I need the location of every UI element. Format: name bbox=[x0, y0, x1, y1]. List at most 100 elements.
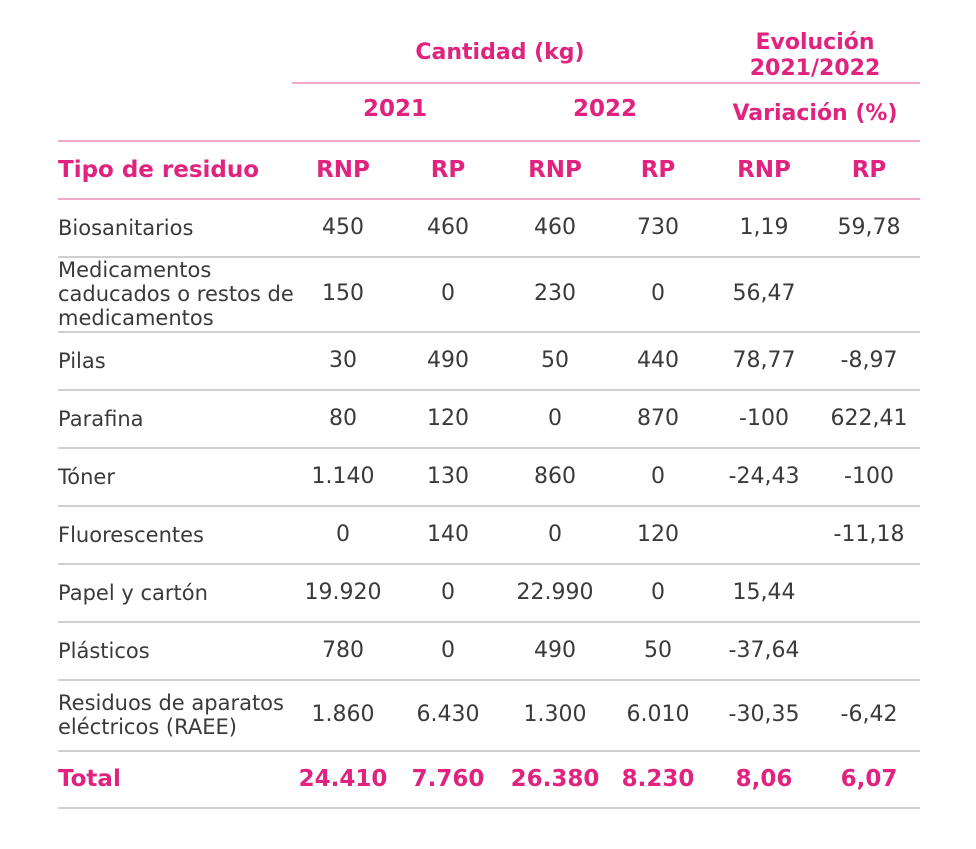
table-cell: 78,77 bbox=[732, 348, 796, 373]
table-row: Plásticos 780 0 490 50 -37,64 bbox=[0, 622, 976, 679]
col-header-rp-2022: RP bbox=[640, 157, 676, 183]
row-divider bbox=[58, 807, 920, 809]
total-cell: 6,07 bbox=[840, 766, 898, 792]
row-label: Papel y cartón bbox=[58, 581, 208, 605]
row-divider bbox=[58, 750, 920, 752]
table-cell: 56,47 bbox=[732, 281, 796, 306]
table-cell: 460 bbox=[427, 215, 469, 240]
table-cell: -100 bbox=[844, 464, 894, 489]
table-cell: 6.430 bbox=[416, 702, 480, 727]
table-cell: -11,18 bbox=[833, 522, 905, 547]
table-cell: 0 bbox=[651, 281, 665, 306]
header-evolucion: Evolución 2021/2022 bbox=[715, 30, 915, 82]
table-cell: 490 bbox=[534, 638, 576, 663]
row-divider bbox=[58, 256, 920, 258]
header-year-2022: 2022 bbox=[572, 96, 637, 122]
row-label: Tóner bbox=[58, 465, 115, 489]
total-label: Total bbox=[58, 766, 121, 792]
table-row: Pilas 30 490 50 440 78,77 -8,97 bbox=[0, 332, 976, 389]
row-label: Pilas bbox=[58, 349, 106, 373]
table-cell: 6.010 bbox=[626, 702, 690, 727]
table-cell: 0 bbox=[651, 580, 665, 605]
row-label: Biosanitarios bbox=[58, 216, 194, 240]
table-cell: 0 bbox=[548, 406, 562, 431]
total-cell: 8,06 bbox=[735, 766, 793, 792]
table-cell: 150 bbox=[322, 281, 364, 306]
row-divider bbox=[58, 505, 920, 507]
table-cell: 0 bbox=[651, 464, 665, 489]
total-row: Total 24.410 7.760 26.380 8.230 8,06 6,07 bbox=[0, 751, 976, 807]
table-cell: 1.300 bbox=[523, 702, 587, 727]
table-cell: 730 bbox=[637, 215, 679, 240]
col-header-rnp-2021: RNP bbox=[316, 157, 370, 183]
header-year-2021: 2021 bbox=[362, 96, 427, 122]
table-cell: 19.920 bbox=[304, 580, 382, 605]
header-tipo-residuo: Tipo de residuo bbox=[58, 157, 260, 183]
row-divider bbox=[58, 331, 920, 333]
table-cell: 622,41 bbox=[830, 406, 908, 431]
total-cell: 7.760 bbox=[411, 766, 485, 792]
table-row: Papel y cartón 19.920 0 22.990 0 15,44 bbox=[0, 564, 976, 621]
table-cell: 130 bbox=[427, 464, 469, 489]
table-cell: -8,97 bbox=[840, 348, 898, 373]
table-row: Tóner 1.140 130 860 0 -24,43 -100 bbox=[0, 448, 976, 505]
row-divider bbox=[58, 447, 920, 449]
row-label: Fluorescentes bbox=[58, 523, 204, 547]
table-cell: 15,44 bbox=[732, 580, 796, 605]
header-variacion: Variación (%) bbox=[732, 101, 898, 126]
table-row: Medicamentos caducados o restos de medic… bbox=[0, 257, 976, 331]
table-cell: -30,35 bbox=[728, 702, 800, 727]
header-divider-bottom bbox=[58, 198, 920, 200]
table-cell: 490 bbox=[427, 348, 469, 373]
header-evolucion-line2: 2021/2022 bbox=[749, 56, 881, 81]
table-row: Residuos de aparatos eléctricos (RAEE) 1.… bbox=[0, 680, 976, 750]
table-cell: 59,78 bbox=[837, 215, 901, 240]
total-cell: 26.380 bbox=[510, 766, 600, 792]
row-label: Plásticos bbox=[58, 639, 150, 663]
table-cell: 440 bbox=[637, 348, 679, 373]
row-divider bbox=[58, 621, 920, 623]
table-row: Parafina 80 120 0 870 -100 622,41 bbox=[0, 390, 976, 447]
table-cell: 460 bbox=[534, 215, 576, 240]
table-cell: -100 bbox=[739, 406, 789, 431]
table-row: Fluorescentes 0 140 0 120 -11,18 bbox=[0, 506, 976, 563]
table-cell: -6,42 bbox=[840, 702, 898, 727]
table-cell: 780 bbox=[322, 638, 364, 663]
table-cell: 1.860 bbox=[311, 702, 375, 727]
table-cell: 870 bbox=[637, 406, 679, 431]
table-cell: 0 bbox=[441, 638, 455, 663]
table-cell: 1.140 bbox=[311, 464, 375, 489]
col-header-rp-var: RP bbox=[851, 157, 887, 183]
table-cell: 0 bbox=[441, 580, 455, 605]
col-header-rnp-2022: RNP bbox=[528, 157, 582, 183]
table-cell: -24,43 bbox=[728, 464, 800, 489]
table-cell: 120 bbox=[637, 522, 679, 547]
total-cell: 8.230 bbox=[621, 766, 695, 792]
row-label: Medicamentos caducados o restos de medic… bbox=[58, 258, 294, 330]
table-cell: 120 bbox=[427, 406, 469, 431]
table-cell: 50 bbox=[541, 348, 569, 373]
table-cell: 1,19 bbox=[739, 215, 789, 240]
table-cell: 22.990 bbox=[516, 580, 594, 605]
row-label: Parafina bbox=[58, 407, 144, 431]
table-cell: 860 bbox=[534, 464, 576, 489]
table-cell: -37,64 bbox=[728, 638, 800, 663]
row-label: Residuos de aparatos eléctricos (RAEE) bbox=[58, 691, 284, 739]
header-cantidad: Cantidad (kg) bbox=[415, 40, 585, 65]
table-cell: 30 bbox=[329, 348, 357, 373]
table-cell: 50 bbox=[644, 638, 672, 663]
col-header-rnp-var: RNP bbox=[737, 157, 791, 183]
header-divider-top bbox=[292, 82, 920, 84]
table-cell: 0 bbox=[441, 281, 455, 306]
row-divider bbox=[58, 389, 920, 391]
table-cell: 230 bbox=[534, 281, 576, 306]
table-row: Biosanitarios 450 460 460 730 1,19 59,78 bbox=[0, 199, 976, 256]
col-header-rp-2021: RP bbox=[430, 157, 466, 183]
row-divider bbox=[58, 679, 920, 681]
table-cell: 450 bbox=[322, 215, 364, 240]
table-cell: 0 bbox=[548, 522, 562, 547]
total-cell: 24.410 bbox=[298, 766, 388, 792]
row-divider bbox=[58, 563, 920, 565]
table-cell: 0 bbox=[336, 522, 350, 547]
header-divider-mid bbox=[58, 140, 920, 142]
